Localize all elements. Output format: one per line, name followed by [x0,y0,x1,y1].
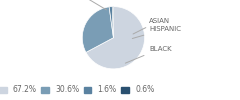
Wedge shape [112,7,114,38]
Wedge shape [109,7,114,38]
Text: ASIAN: ASIAN [133,18,170,34]
Text: HISPANIC: HISPANIC [132,26,181,38]
Text: BLACK: BLACK [125,46,172,63]
Legend: 67.2%, 30.6%, 1.6%, 0.6%: 67.2%, 30.6%, 1.6%, 0.6% [0,86,154,94]
Wedge shape [86,7,144,69]
Text: WHITE: WHITE [64,0,106,10]
Wedge shape [82,7,114,52]
